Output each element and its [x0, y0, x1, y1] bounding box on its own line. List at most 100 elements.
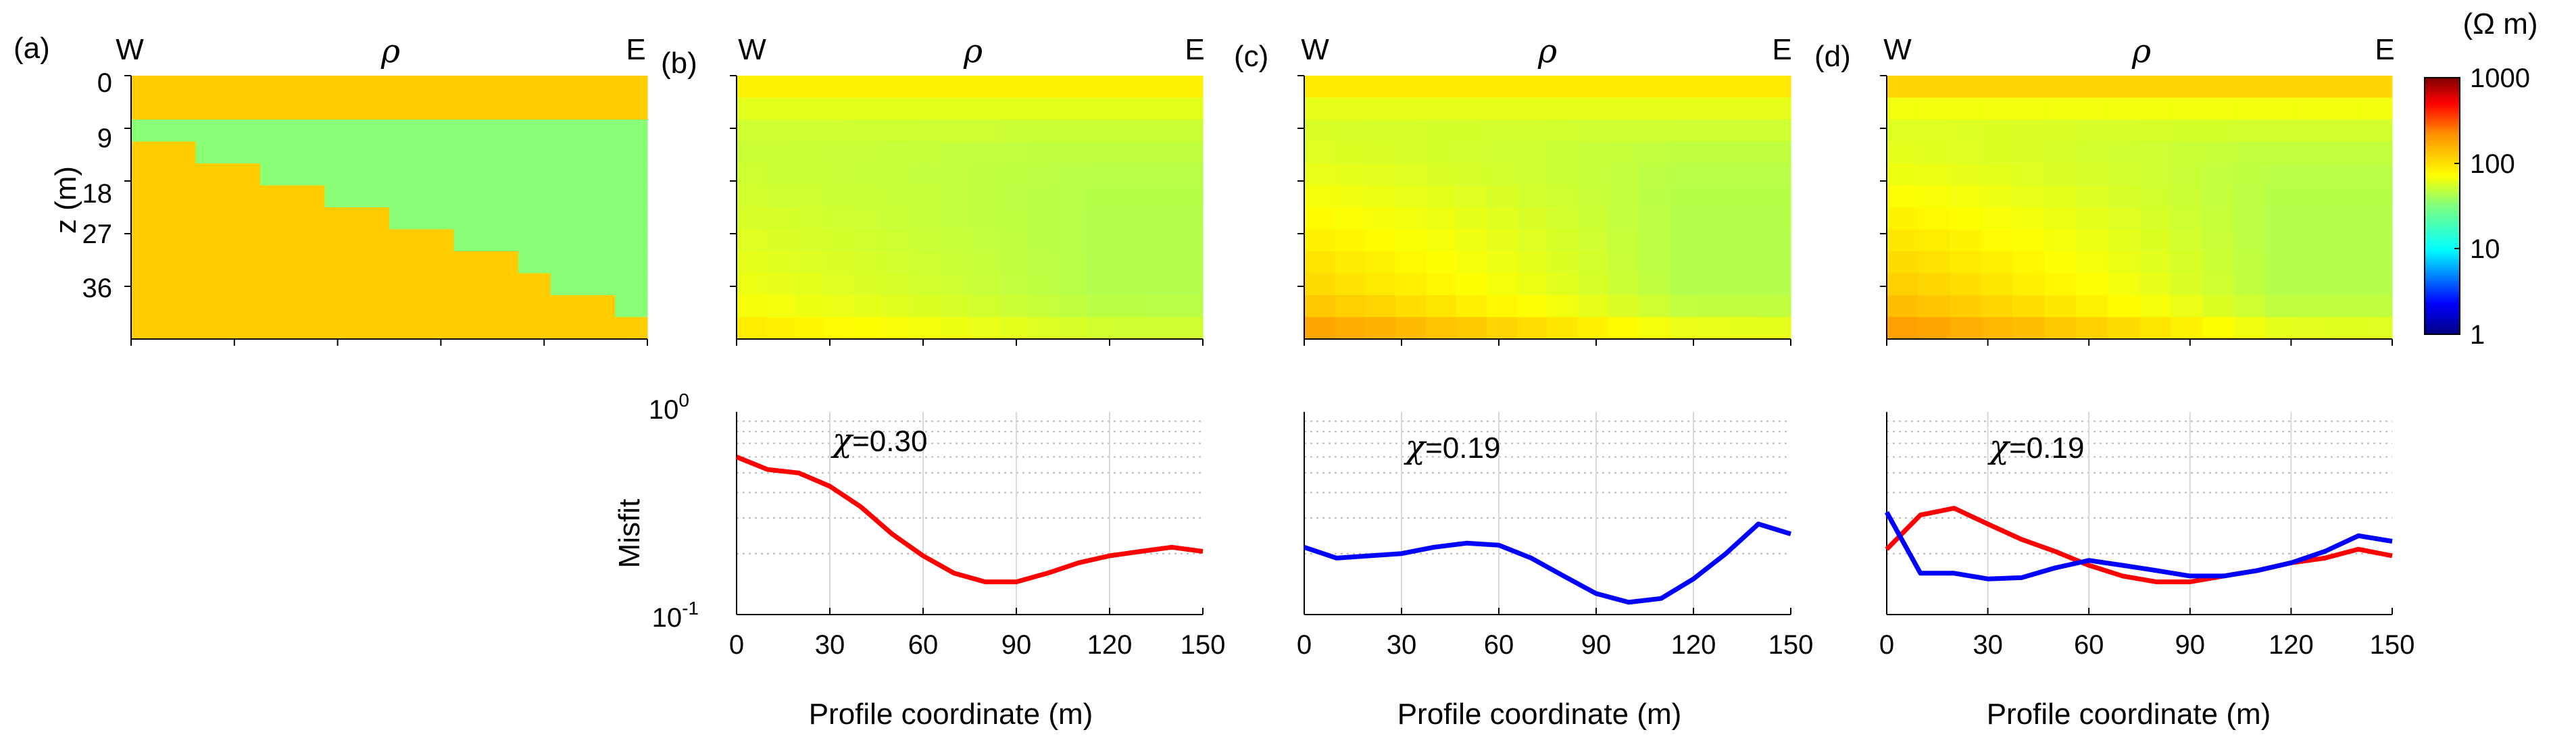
heatmap-cell: [583, 141, 616, 164]
heatmap-cell: [853, 273, 883, 296]
heatmap-cell: [1608, 273, 1639, 296]
heatmap-cell: [940, 76, 970, 99]
heatmap-cell: [737, 207, 766, 230]
heatmap-cell: [228, 229, 261, 252]
heatmap-cell: [1395, 163, 1427, 186]
heatmap-cell: [737, 141, 766, 164]
heatmap-cell: [1608, 163, 1639, 186]
heatmap-cell: [970, 185, 999, 208]
heatmap-cell: [1981, 76, 2014, 99]
heatmap-cell: [1028, 120, 1058, 142]
heatmap-cell: [1335, 207, 1366, 230]
heatmap-cell: [853, 251, 883, 274]
heatmap-cell: [1028, 229, 1058, 252]
heatmap-cell: [1487, 120, 1518, 142]
heatmap-cell: [1950, 229, 1982, 252]
panel-label-d: (d): [1814, 40, 1851, 73]
heatmap-cell: [999, 251, 1029, 274]
heatmap-cell: [163, 317, 197, 340]
heatmap-cell: [1981, 163, 2014, 186]
heatmap-cell: [1173, 295, 1204, 318]
heatmap-cell: [1669, 317, 1700, 340]
heatmap-cell: [2108, 76, 2140, 99]
heatmap-cell: [2234, 163, 2267, 186]
heatmap-cell: [766, 163, 795, 186]
heatmap-cell: [737, 185, 766, 208]
heatmap-cell: [260, 207, 293, 230]
heatmap-cell: [1730, 120, 1761, 142]
heatmap-cell: [882, 207, 912, 230]
heatmap-cell: [853, 163, 883, 186]
heatmap-cell: [766, 317, 795, 340]
heatmap-cell: [1304, 185, 1335, 208]
heatmap-cell: [453, 317, 487, 340]
heatmap-cell: [1028, 76, 1058, 99]
heatmap-cell: [2297, 141, 2330, 164]
heatmap-cell: [2297, 163, 2330, 186]
heatmap-cell: [1730, 163, 1761, 186]
heatmap-cell: [1760, 317, 1791, 340]
heatmap-cell: [1669, 97, 1700, 120]
heatmap-cell: [1517, 120, 1548, 142]
heatmap-cell: [1700, 141, 1731, 164]
heatmap-cell: [1578, 185, 1609, 208]
profile-axis-title-b: Profile coordinate (m): [809, 698, 1093, 731]
heatmap-cell: [1028, 317, 1058, 340]
heatmap-cell: [1365, 295, 1396, 318]
heatmap-cell: [2139, 207, 2172, 230]
heatmap-cell: [1028, 185, 1058, 208]
heatmap-cell: [615, 120, 648, 142]
heatmap-cell: [1304, 251, 1335, 274]
heatmap-cell: [1456, 273, 1487, 296]
heatmap-cell: [1547, 317, 1579, 340]
heatmap-cell: [583, 207, 616, 230]
heatmap-cell: [766, 97, 795, 120]
heatmap-cell: [1578, 273, 1609, 296]
heatmap-cell: [2329, 97, 2361, 120]
heatmap-cell: [453, 251, 487, 274]
heatmap-cell: [518, 317, 551, 340]
heatmap-cell: [131, 295, 164, 318]
heatmap-cell: [1730, 273, 1761, 296]
heatmap-cell: [1730, 251, 1761, 274]
heatmap-cell: [2202, 251, 2235, 274]
heatmap-cell: [1639, 120, 1670, 142]
heatmap-cell: [1578, 317, 1609, 340]
heatmap-cell: [453, 185, 487, 208]
colorbar: [2424, 77, 2460, 335]
heatmap-cell: [1304, 295, 1335, 318]
heatmap-cell: [2360, 163, 2393, 186]
heatmap-cell: [1395, 76, 1427, 99]
heatmap-cell: [766, 141, 795, 164]
heatmap-cell: [1700, 185, 1731, 208]
heatmap-cell: [2108, 120, 2140, 142]
heatmap-cell: [1057, 120, 1087, 142]
heatmap-cell: [2297, 273, 2330, 296]
heatmap-cell: [795, 163, 824, 186]
heatmap-cell: [1115, 295, 1145, 318]
heatmap-cell: [1608, 141, 1639, 164]
heatmap-cell: [1144, 317, 1174, 340]
heatmap-cell: [999, 76, 1029, 99]
heatmap-cell: [357, 185, 390, 208]
panel-label-a: (a): [14, 32, 50, 65]
heatmap-cell: [940, 163, 970, 186]
heatmap-cell: [1918, 229, 1951, 252]
heatmap-cell: [2329, 317, 2361, 340]
heatmap-cell: [228, 273, 261, 296]
heatmap-cell: [853, 207, 883, 230]
heatmap-cell: [1456, 185, 1487, 208]
heatmap-cell: [1918, 120, 1951, 142]
heatmap-cell: [1547, 141, 1579, 164]
heatmap-cell: [324, 229, 357, 252]
heatmap-cell: [1547, 120, 1579, 142]
heatmap-cell: [1950, 185, 1982, 208]
heatmap-cell: [2139, 97, 2172, 120]
heatmap-cell: [911, 317, 941, 340]
heatmap-cell: [2202, 273, 2235, 296]
heatmap-cell: [1887, 207, 1919, 230]
heatmap-cell: [1426, 120, 1457, 142]
heatmap-cell: [2329, 229, 2361, 252]
heatmap-cell: [1760, 185, 1791, 208]
heatmap-cell: [2329, 141, 2361, 164]
